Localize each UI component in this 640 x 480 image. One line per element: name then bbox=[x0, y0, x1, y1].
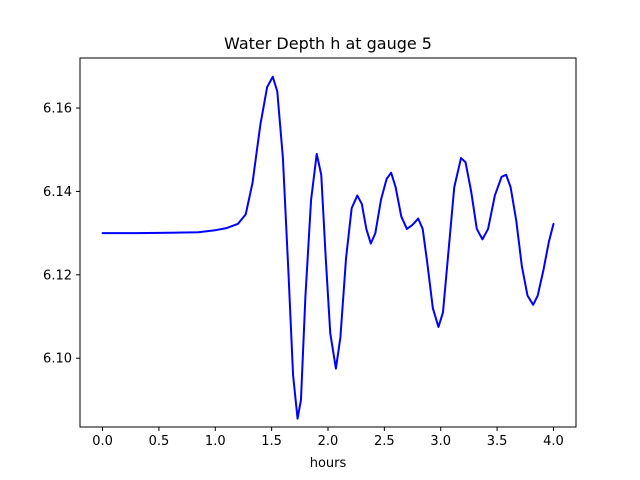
x-tick-label: 2.0 bbox=[318, 434, 339, 449]
chart-title: Water Depth h at gauge 5 bbox=[224, 34, 432, 53]
y-axis: 6.10 6.12 6.14 6.16 bbox=[43, 102, 80, 367]
series-line-1 bbox=[101, 75, 555, 420]
x-tick-label: 1.5 bbox=[261, 434, 282, 449]
x-tick-label: 2.5 bbox=[374, 434, 395, 449]
x-tick-label: 1.0 bbox=[205, 434, 226, 449]
y-tick-label: 6.10 bbox=[43, 352, 72, 367]
y-tick-label: 6.16 bbox=[43, 102, 72, 117]
x-tick-label: 4.0 bbox=[543, 434, 564, 449]
plot-frame bbox=[79, 57, 577, 428]
x-tick-label: 3.0 bbox=[430, 434, 451, 449]
x-axis-label: hours bbox=[310, 456, 347, 471]
x-axis: 0.0 0.5 1.0 1.5 2.0 2.5 3.0 3.5 4.0 bbox=[92, 427, 564, 449]
x-tick-label: 0.5 bbox=[149, 434, 170, 449]
x-tick-label: 3.5 bbox=[487, 434, 508, 449]
y-tick-label: 6.12 bbox=[43, 268, 72, 283]
y-tick-label: 6.14 bbox=[43, 185, 72, 200]
plot-area bbox=[79, 57, 577, 428]
x-tick-label: 0.0 bbox=[92, 434, 113, 449]
